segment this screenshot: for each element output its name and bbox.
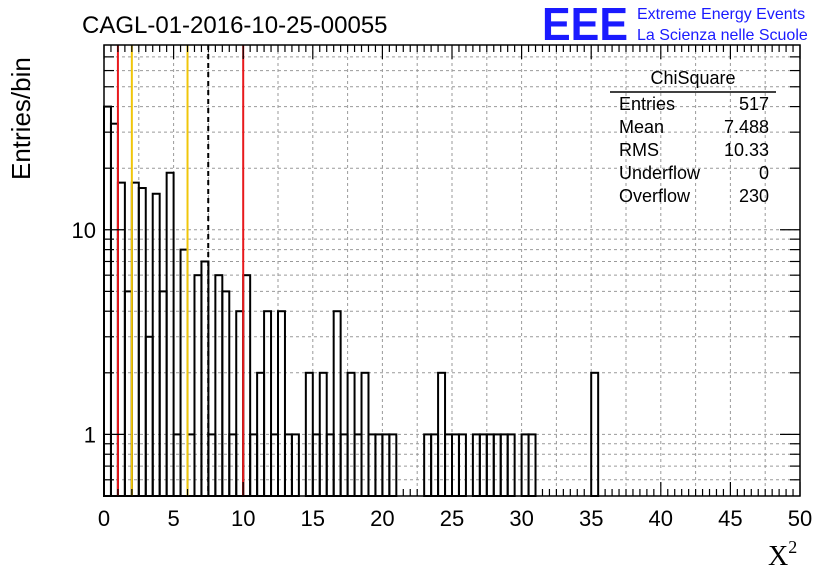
y-tick-label: 1	[84, 422, 96, 447]
histogram-bars	[103, 105, 600, 498]
stats-title: ChiSquare	[650, 68, 735, 88]
logo-line2: La Scienza nelle Scuole	[637, 27, 808, 44]
stats-label: Underflow	[619, 163, 701, 183]
histogram-bar	[158, 290, 168, 497]
histogram-bar	[137, 187, 147, 497]
histogram-bar	[221, 290, 231, 497]
stats-value: 517	[739, 94, 769, 114]
histogram-bar	[109, 122, 119, 497]
x-tick-label: 20	[370, 506, 394, 531]
histogram-bar	[242, 274, 252, 497]
stats-label: RMS	[619, 140, 659, 160]
histogram-bar	[144, 335, 154, 497]
stats-label: Overflow	[619, 186, 691, 206]
histogram-bar	[123, 290, 133, 497]
x-tick-label: 35	[579, 506, 603, 531]
x-tick-label: 10	[231, 506, 255, 531]
grid	[104, 45, 800, 496]
x-tick-label: 40	[649, 506, 673, 531]
stats-box: ChiSquare Entries 517 Mean 7.488 RMS 10.33 Und…	[610, 68, 776, 206]
stats-value: 10.33	[724, 140, 769, 160]
y-tick-label: 10	[72, 218, 96, 243]
stats-label: Entries	[619, 94, 675, 114]
logo-mark: EEE	[542, 0, 628, 50]
tick-labels: 0 5 10 15 20 25 30 35 40 45 50 1 10	[72, 218, 813, 531]
histogram-bar	[235, 310, 245, 498]
x-tick-label: 5	[167, 506, 179, 531]
histogram-bar	[214, 274, 224, 497]
x-tick-label: 45	[718, 506, 742, 531]
histogram-bar	[263, 310, 273, 498]
axes	[103, 44, 801, 497]
stats-value: 0	[759, 163, 769, 183]
histogram-bar	[277, 310, 286, 498]
x-axis-label-main: X	[768, 541, 788, 572]
logo-line1: Extreme Energy Events	[637, 6, 805, 23]
x-axis-label-sup: 2	[788, 537, 797, 557]
x-tick-label: 25	[440, 506, 464, 531]
x-tick-label: 15	[301, 506, 325, 531]
chart-title: CAGL-01-2016-10-25-00055	[82, 12, 388, 39]
x-tick-label: 30	[509, 506, 533, 531]
stats-rows: Entries 517 Mean 7.488 RMS 10.33 Underflow 0 Ove…	[619, 94, 769, 206]
x-tick-label: 0	[98, 506, 110, 531]
stats-value: 7.488	[724, 117, 769, 137]
histogram-bar	[165, 171, 175, 497]
stats-label: Mean	[619, 117, 664, 137]
histogram-bar	[193, 274, 203, 497]
eee-logo: EEE Extreme Energy Events La Scienza nel…	[542, 0, 808, 50]
reference-lines	[116, 45, 245, 496]
x-axis-label: X2	[768, 537, 797, 572]
stats-value: 230	[739, 186, 769, 206]
histogram-bar	[332, 310, 342, 498]
x-tick-label: 50	[788, 506, 812, 531]
histogram-bar	[103, 105, 112, 497]
y-axis-label: Entries/bin	[6, 57, 36, 180]
